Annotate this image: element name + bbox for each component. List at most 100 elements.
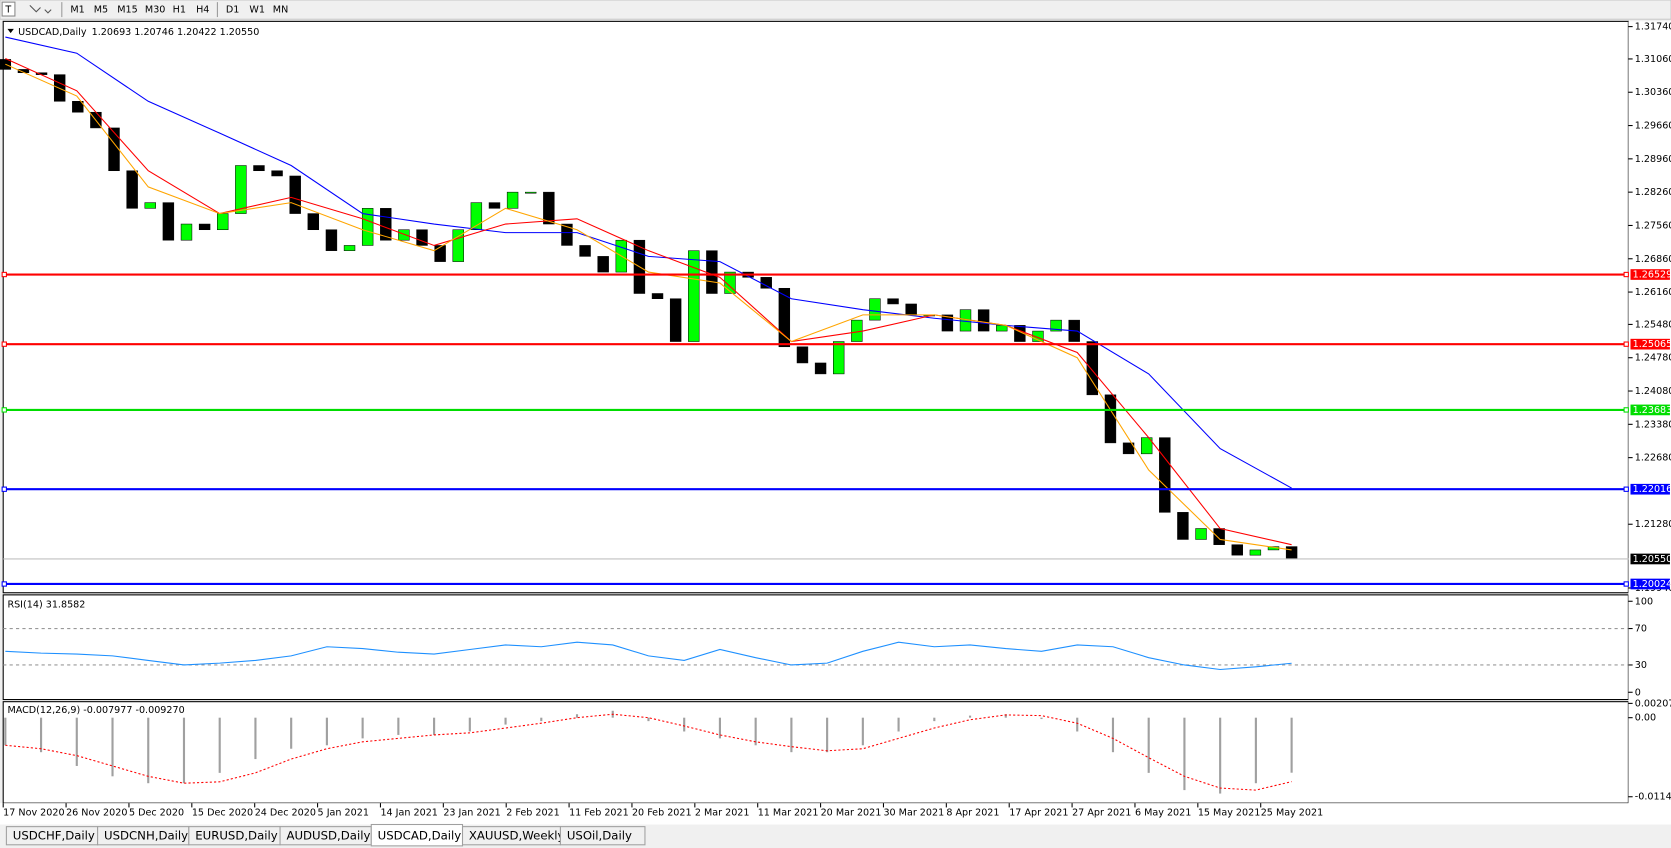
x-tick-label: 30 Mar 2021 [883, 808, 944, 819]
macd-histogram-bar [1004, 714, 1007, 718]
tab-label[interactable]: AUDUSD,Daily [286, 829, 370, 843]
rsi-title: RSI(14) 31.8582 [7, 599, 85, 610]
candle-body [289, 175, 301, 214]
level-handle[interactable] [1, 341, 7, 347]
timeframe-button[interactable]: M5 [94, 5, 108, 16]
x-tick-label: 27 Apr 2021 [1072, 808, 1131, 819]
level-label: 1.23683 [1633, 405, 1671, 416]
candle-body [796, 346, 809, 364]
level-handle[interactable] [1623, 486, 1629, 492]
candle-body [996, 325, 1008, 332]
macd-histogram-bar [1290, 717, 1293, 773]
level-handle[interactable] [1, 486, 7, 492]
timeframe-button[interactable]: D1 [226, 5, 239, 16]
level-label-box [1630, 404, 1670, 416]
macd-histogram-bar [433, 717, 436, 735]
time-axis [0, 803, 1671, 825]
macd-histogram-bar [254, 717, 257, 760]
candle-body [108, 127, 120, 172]
draw-tool[interactable] [29, 4, 52, 14]
candle-body [434, 245, 446, 262]
tab-label[interactable]: USOil,Daily [567, 829, 632, 843]
y-tick-label: 1.25480 [1635, 319, 1671, 330]
macd-histogram-bar [1183, 717, 1186, 791]
tab-label[interactable]: USDCNH,Daily [104, 829, 188, 843]
candle-body [1086, 341, 1099, 396]
candle-body [760, 277, 772, 289]
level-handle[interactable] [1, 271, 7, 278]
x-tick-label: 11 Mar 2021 [758, 808, 819, 819]
timeframe-button[interactable]: M30 [145, 5, 165, 16]
level-label: 1.22016 [1633, 484, 1671, 495]
y-tick-label: 1.26860 [1635, 254, 1671, 265]
timeframe-button[interactable]: M15 [117, 5, 137, 16]
candle-body [126, 170, 138, 209]
y-tick-label: 1.31740 [1635, 22, 1671, 33]
level-handle[interactable] [1, 581, 7, 587]
candle-body [271, 170, 283, 177]
rsi-panel [2, 594, 1629, 701]
macd-histogram-bar [325, 717, 328, 746]
macd-histogram-bar [75, 717, 78, 766]
x-tick-label: 11 Feb 2021 [569, 808, 629, 819]
candle-body [1213, 528, 1225, 545]
candle-body [688, 250, 700, 342]
text-tool[interactable] [1, 1, 16, 17]
candle-body [941, 314, 954, 332]
candle-body [778, 287, 791, 348]
level-label-box [1630, 338, 1670, 350]
tab-label[interactable]: XAUUSD,Weekly [469, 829, 565, 843]
level-handle[interactable] [1623, 341, 1629, 347]
timeframe-button[interactable]: MN [273, 5, 288, 16]
candle-body [579, 245, 591, 257]
level-handle[interactable] [1623, 581, 1629, 587]
timeframe-button[interactable]: M1 [70, 5, 84, 16]
tab-label[interactable]: EURUSD,Daily [195, 829, 278, 843]
tab-label[interactable]: USDCHF,Daily [13, 829, 95, 843]
timeframe-button[interactable]: H1 [173, 5, 186, 16]
macd-histogram-bar [39, 717, 43, 753]
y-tick-label: 1.24080 [1635, 386, 1671, 397]
y-tick-label: 30 [1635, 660, 1647, 671]
timeframe-button[interactable]: W1 [249, 5, 265, 16]
level-handle[interactable] [1623, 271, 1629, 278]
x-tick-label: 5 Jan 2021 [318, 808, 369, 819]
text-tool-icon: T [4, 5, 11, 16]
candle-body [1104, 394, 1117, 444]
y-tick-label: 1.28260 [1635, 187, 1671, 198]
level-handle[interactable] [1623, 407, 1629, 413]
x-tick-label: 15 Dec 2020 [192, 808, 253, 819]
tab-label[interactable]: USDCAD,Daily [378, 829, 462, 843]
candle-body [470, 202, 483, 231]
macd-histogram-bar [1147, 717, 1150, 773]
x-tick-label: 24 Dec 2020 [255, 808, 316, 819]
candle-body [1177, 512, 1189, 540]
y-tick-label: 1.24780 [1635, 353, 1671, 364]
candle-body [724, 271, 736, 294]
quote: 1.20693 1.20746 1.20422 1.20550 [92, 27, 260, 38]
candle-body [452, 229, 464, 262]
macd-histogram-bar [1254, 717, 1257, 784]
x-tick-label: 25 May 2021 [1261, 808, 1323, 819]
candle-body [1050, 319, 1062, 332]
candle-body [1231, 544, 1243, 556]
candle-body [398, 229, 410, 241]
level-handle[interactable] [1, 407, 7, 413]
macd-histogram-bar [790, 717, 793, 753]
x-tick-label: 6 May 2021 [1135, 808, 1191, 819]
macd-histogram-bar [1040, 717, 1043, 720]
macd-histogram-bar [504, 717, 507, 725]
macd-histogram-bar [1111, 717, 1115, 753]
dropdown-arrow[interactable] [7, 28, 14, 34]
candle-body [72, 101, 84, 113]
tab[interactable] [559, 826, 646, 846]
level-label: 1.26529 [1633, 270, 1671, 281]
macd-histogram-bar [111, 717, 114, 777]
macd-histogram-bar [968, 715, 972, 718]
x-tick-label: 2 Mar 2021 [695, 808, 750, 819]
macd-histogram-bar [575, 714, 579, 718]
timeframe-button[interactable]: H4 [196, 5, 209, 16]
macd-histogram-bar [1219, 717, 1222, 794]
candle-body [198, 223, 211, 231]
